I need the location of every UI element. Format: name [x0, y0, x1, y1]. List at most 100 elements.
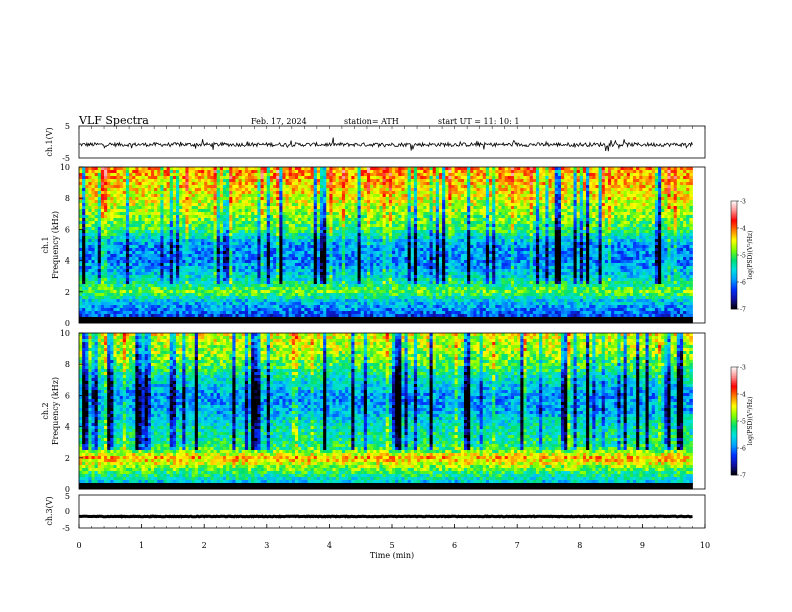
ch2-spectrogram-column	[216, 333, 221, 490]
ch2-spectrogram-column	[498, 333, 502, 490]
ch2-spectrogram-column	[507, 333, 512, 490]
ch2-spectrogram-column	[132, 333, 136, 490]
ch1-spectrogram-column	[357, 167, 362, 324]
ch2-spectrogram-column	[620, 333, 625, 490]
ch2-spectrogram-column	[313, 333, 318, 490]
ch2-spectrogram-column	[432, 333, 437, 490]
ch1-colorbar-cell	[731, 301, 737, 304]
ch1-colorbar-cell	[731, 249, 737, 252]
ch2-spectrogram-column	[232, 333, 236, 490]
ch1-spectrogram-column	[629, 167, 634, 324]
ch1-spectrogram-column	[291, 167, 296, 324]
ch2-spectrogram-column	[582, 333, 587, 490]
ch1-spectrogram-column	[611, 167, 615, 324]
ch1-spectrogram-column	[514, 167, 518, 324]
ch2-spectrogram-column	[457, 333, 462, 490]
ch1-spectrogram-column	[219, 167, 224, 324]
ch1-colorbar-cell	[731, 251, 737, 254]
ch1-spectrogram-column	[373, 167, 377, 324]
ch1-spectrogram-column	[442, 167, 446, 324]
ch2-spectrogram-column	[385, 333, 390, 490]
ch2-colorbar-cell	[731, 471, 737, 474]
ch2-spectrogram-column	[360, 333, 365, 490]
ch1-spectrogram-column	[557, 167, 562, 324]
ch2-colorbar-cell	[731, 401, 737, 404]
ch1-spectrogram-column	[185, 167, 189, 324]
ch1-spectrogram-column	[104, 167, 108, 324]
ch2-spectrogram-column	[141, 333, 146, 490]
ch1-spectrogram-column	[282, 167, 286, 324]
ch2-colorbar-tick-label: -3	[740, 365, 746, 372]
ch2-spectrogram-column	[667, 333, 671, 490]
ch2-spectrogram-column	[670, 333, 675, 490]
ch2-colorbar-cell	[731, 417, 737, 420]
time-xlabel: Time (min)	[370, 551, 414, 560]
time-xtick-label: 2	[202, 541, 207, 550]
ch2-colorbar-cell	[731, 458, 737, 461]
ch1-spectrogram-column	[338, 167, 343, 324]
ch2-colorbar-cell	[731, 430, 737, 433]
ch2-spectrogram-column	[254, 333, 258, 490]
ch1-spectrogram-column	[107, 167, 111, 324]
ch1-colorbar-tick-label: -4	[740, 226, 746, 233]
ch2-colorbar-cell	[731, 469, 737, 472]
ch2-spectrogram-column	[163, 333, 168, 490]
ch1-spectrogram-column	[323, 167, 327, 324]
ch2-spectrogram-column	[654, 333, 659, 490]
ch2-spectrogram-column	[301, 333, 305, 490]
ch2-spectrogram-column	[442, 333, 446, 490]
ch1-spectrogram-column	[248, 167, 252, 324]
ch2-colorbar-cell	[731, 394, 737, 397]
ch2-spectrogram-column	[454, 333, 459, 490]
ch1-colorbar-cell	[731, 271, 737, 274]
ch1-colorbar-cell	[731, 289, 737, 292]
ch2-spectrogram-column	[298, 333, 302, 490]
ch2-spectrogram-column	[97, 333, 102, 490]
ch2-colorbar-cell	[731, 372, 737, 375]
ch2-colorbar-cell	[731, 374, 737, 377]
ch2-spectrogram-column	[357, 333, 362, 490]
ch2-spectrogram-column	[401, 333, 405, 490]
ch2-colorbar-cell	[731, 449, 737, 452]
ch2-spectrogram-column	[601, 333, 606, 490]
ch1-spectrogram-column	[417, 167, 421, 324]
ch1-spectrogram-column	[110, 167, 114, 324]
ch1-spectrogram-column	[376, 167, 380, 324]
ch1-spectrogram-column	[91, 167, 96, 324]
ch1-spectrogram-column	[232, 167, 236, 324]
ch1-spectrogram-column	[476, 167, 481, 324]
ch1-spectrogram-image	[79, 167, 693, 324]
ch1-spectrogram-column	[194, 167, 199, 324]
ch2-spectrogram-column	[435, 333, 440, 490]
ch2-spectrogram-column	[629, 333, 634, 490]
ch2-spectrogram-column	[557, 333, 562, 490]
ch1-colorbar-cell	[731, 201, 737, 204]
ch2-spectrogram-column	[683, 333, 687, 490]
ch2-spectrogram-column	[204, 333, 208, 490]
ch2-spectrogram-column	[288, 333, 293, 490]
ch3-waveform-panel: 5 0 -5 ch.3(V) 0 1 2 3 4 5 6 7 8 9 10 Time (min)	[45, 126, 710, 560]
ch3-waveform-trace	[78, 514, 693, 519]
ch2-spectrogram-column	[345, 333, 349, 490]
ch2-spectrogram-column	[636, 333, 640, 490]
time-xtick-label: 4	[327, 541, 332, 550]
ch2-spectrogram-column	[554, 333, 559, 490]
ch1-spectrogram-frame	[78, 166, 706, 324]
ch1-spectrogram-column	[197, 167, 202, 324]
ch2-spectrogram-column	[323, 333, 327, 490]
ch2-spectrogram-column	[185, 333, 189, 490]
ch2-spectrogram-column	[144, 333, 149, 490]
ch1-spectrogram-column	[254, 167, 258, 324]
ch1-spectrogram-column	[213, 167, 218, 324]
ch1-spectrogram-column	[169, 167, 174, 324]
ch1-spectrogram-column	[97, 167, 102, 324]
ch2-spectrogram-column	[341, 333, 346, 490]
ch1-colorbar-cell	[731, 285, 737, 288]
ch1-spectrogram-column	[423, 167, 427, 324]
ch1-spectrogram-column	[598, 167, 603, 324]
ch1-colorbar-cell	[731, 282, 737, 285]
ch1-spectrogram-column	[401, 167, 405, 324]
ch1-spectrogram-column	[235, 167, 240, 324]
ch1-spectrogram-column	[79, 167, 83, 324]
ch2-spectrogram-column	[623, 333, 628, 490]
